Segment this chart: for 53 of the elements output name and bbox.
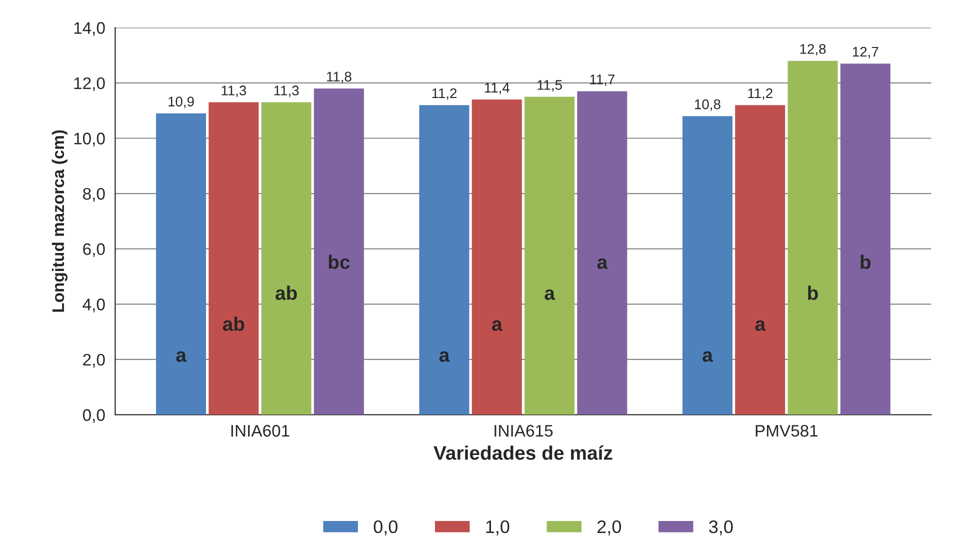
- data-label: 11,2: [748, 88, 772, 100]
- data-label: 11,8: [327, 72, 352, 84]
- y-tick-label: 14,0: [74, 22, 105, 36]
- x-tick-label: INIA615: [494, 424, 553, 437]
- bar: [735, 105, 786, 415]
- bar: [314, 88, 364, 415]
- y-tick-label: 12,0: [74, 77, 105, 92]
- data-label: 11,2: [432, 88, 457, 100]
- data-label: 11,4: [484, 82, 510, 94]
- bar: [156, 113, 206, 415]
- bar: [261, 102, 312, 415]
- legend-label: 1,0: [486, 520, 510, 536]
- data-label: 10,8: [695, 99, 720, 111]
- annotation: a: [176, 351, 187, 362]
- data-label: 11,7: [590, 74, 614, 86]
- annotation: b: [860, 254, 871, 269]
- bar: [788, 60, 838, 415]
- bar: [472, 100, 522, 415]
- annotation: a: [492, 320, 502, 331]
- data-label: 11,5: [538, 80, 562, 92]
- legend-label: 2,0: [598, 520, 622, 536]
- bar: [577, 91, 628, 415]
- data-label: 11,3: [222, 86, 246, 98]
- annotation: a: [544, 289, 556, 300]
- data-label: 10,9: [168, 96, 194, 108]
- bar: [524, 96, 575, 415]
- annotation: a: [439, 351, 450, 362]
- x-tick-label: INIA601: [231, 424, 290, 437]
- annotation: bc: [328, 254, 350, 269]
- x-axis-title: Variedades de maíz: [434, 445, 612, 460]
- annotation: a: [702, 351, 713, 362]
- y-tick-label: 0,0: [82, 409, 105, 423]
- data-label: 12,7: [852, 46, 878, 58]
- y-tick-label: 4,0: [82, 298, 105, 312]
- legend-label: 3,0: [709, 520, 733, 536]
- y-tick-label: 10,0: [74, 132, 105, 146]
- annotation: ab: [276, 286, 297, 300]
- y-axis-title: Longitud mazorca (cm): [52, 130, 68, 312]
- annotation: a: [755, 320, 766, 331]
- annotation: ab: [222, 316, 244, 331]
- bar: [840, 64, 890, 415]
- bar: [682, 116, 732, 415]
- data-label: 11,3: [274, 86, 299, 98]
- legend-label: 0,0: [374, 520, 398, 536]
- annotation: a: [597, 258, 608, 269]
- data-label: 12,8: [800, 44, 826, 56]
- bar: [208, 102, 259, 415]
- y-tick-label: 8,0: [83, 188, 105, 202]
- annotation: b: [808, 286, 818, 300]
- y-tick-label: 2,0: [83, 354, 105, 368]
- y-tick-label: 6,0: [83, 243, 105, 258]
- bar: [419, 105, 470, 415]
- x-tick-label: PMV581: [756, 424, 818, 437]
